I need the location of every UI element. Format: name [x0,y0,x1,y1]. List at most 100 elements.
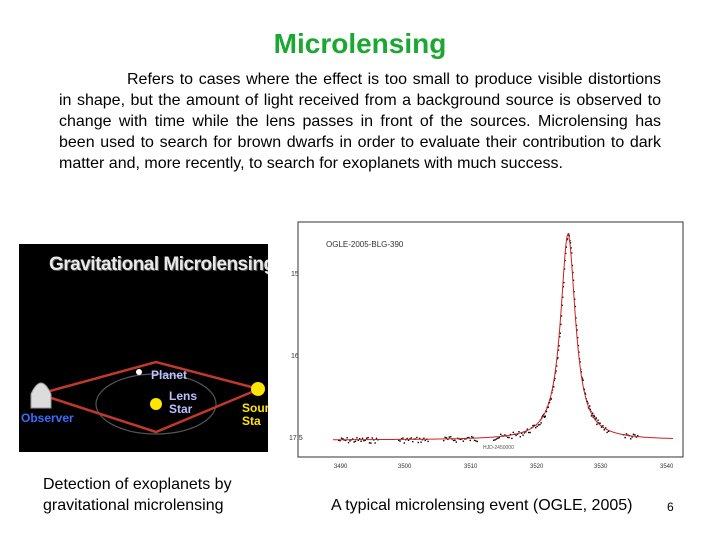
left-caption-line1: Detection of exoplanets by [43,476,232,493]
data-point [493,439,495,441]
x-tick-6: 3540 [660,464,674,470]
data-point [624,436,626,439]
data-point [526,428,528,430]
data-point [472,436,474,439]
lens-label-line2: Star [169,402,193,416]
data-point [398,439,400,442]
data-point [528,431,530,434]
data-point [574,298,576,300]
data-point [544,415,546,417]
plot-frame [297,221,684,458]
data-point [468,436,470,439]
data-point [374,442,376,444]
data-point [448,436,450,438]
right-caption: A typical microlensing event (OGLE, 2005… [331,497,633,514]
x-axis-label: HJD-2450000 [483,445,514,451]
data-point [544,416,546,418]
page-number: 6 [667,500,674,514]
lens-star-icon [150,398,162,410]
data-point [353,441,355,443]
data-point [599,422,601,424]
data-point [495,438,498,440]
slide-title: Microlensing [273,28,447,59]
data-point [354,440,357,442]
data-point [455,441,457,443]
data-point [403,442,405,444]
data-point [576,329,578,331]
data-point [444,436,446,439]
data-point [593,414,595,417]
data-point [416,436,418,439]
body-paragraph: Refers to cases where the effect is too … [59,69,661,174]
data-point [560,315,563,317]
data-point [339,440,341,442]
data-point [421,439,424,441]
data-point [427,440,429,443]
data-point [597,419,599,421]
data-point [361,437,364,439]
data-point [399,440,401,442]
y-tick-1: 15 [291,271,299,278]
data-point [568,233,570,235]
data-point [577,337,579,339]
data-point [589,408,591,411]
data-point [557,349,560,351]
data-point [592,412,594,414]
data-point [340,437,343,439]
data-point [475,440,477,442]
data-point [557,357,559,359]
data-point [368,442,371,444]
data-point [574,305,576,308]
data-point [572,279,575,281]
data-point [637,435,639,437]
x-tick-1: 3490 [334,464,348,470]
data-point [582,379,584,381]
data-point [540,422,542,424]
data-point [400,438,403,440]
data-point [347,441,350,444]
data-point [532,424,534,427]
data-point [504,434,506,436]
data-point [352,438,354,440]
data-point [357,439,359,441]
data-point [595,417,597,419]
data-point [462,440,464,442]
data-point [548,402,551,404]
data-point [346,437,348,439]
data-point [419,437,421,440]
data-point [581,378,584,380]
observer-label: Observer [21,411,74,425]
data-point [559,336,561,338]
data-point [498,436,500,439]
planet-icon [136,369,142,375]
data-point [539,423,541,426]
data-point [459,438,462,440]
data-point [420,441,422,443]
data-point [607,430,610,432]
data-point [345,439,347,442]
lens-star-label: Lens Star [169,390,197,416]
source-label-line1: Sour [242,401,268,415]
light-curve-graphic: OGLE-2005-BLG-390 15 16 17.5 3490 3500 3… [289,221,684,470]
data-point [424,439,426,442]
data-point [515,434,517,437]
data-point [562,286,564,288]
data-point [519,436,521,438]
planet-label: Planet [151,368,188,382]
data-point [634,434,636,436]
data-point [554,377,556,380]
data-point [445,437,448,439]
data-point [558,345,560,347]
data-point [579,361,581,363]
data-point [596,423,598,426]
y-tick-3: 17.5 [289,435,303,442]
data-point [555,370,557,372]
data-point [338,439,340,441]
data-point [497,437,499,439]
data-point [521,432,523,434]
source-star-icon [251,382,265,396]
left-caption-line2: gravitational microlensing [43,497,224,514]
data-point [367,436,369,439]
data-point [349,440,351,442]
data-point [569,242,572,244]
